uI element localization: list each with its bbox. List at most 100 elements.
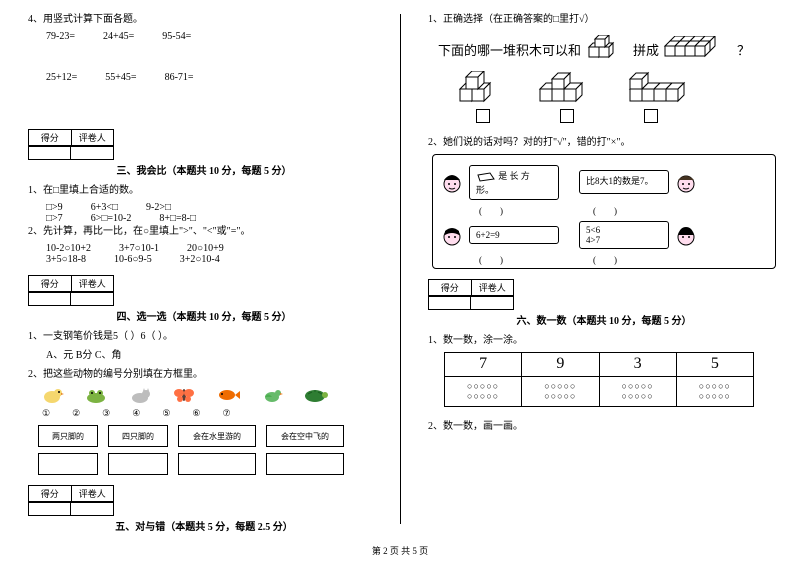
sec3-q2-r2: 3+5○18-8 10-6○9-5 3+2○10-4 bbox=[28, 254, 380, 265]
category-labels: 两只脚的 四只脚的 会在水里游的 会在空中飞的 bbox=[38, 425, 380, 447]
answer-box[interactable] bbox=[108, 453, 168, 475]
sec3-q1-r2: □>7 6>□=10-2 8+□=8-□ bbox=[28, 213, 380, 224]
paren-row: ( )( ) bbox=[479, 253, 769, 266]
sec4-q2: 2、把这些动物的编号分别填在方框里。 bbox=[28, 367, 380, 382]
sec6-title: 六、数一数（本题共 10 分，每题 5 分） bbox=[428, 312, 780, 327]
r-q2-title: 2、她们说的话对吗？对的打"√"，错的打"×"。 bbox=[428, 135, 780, 150]
cube-choice-icon bbox=[538, 71, 598, 105]
circles-cell[interactable]: ○○○○○○○○○○ bbox=[445, 376, 522, 406]
num: ⑤ bbox=[162, 408, 170, 419]
expr: 24+45= bbox=[103, 31, 134, 42]
chicken-icon bbox=[38, 386, 66, 404]
num: ① bbox=[42, 408, 50, 419]
num: ② bbox=[72, 408, 80, 419]
answer-boxes bbox=[38, 453, 380, 475]
cube-icon bbox=[585, 35, 629, 63]
cube-choice-icon bbox=[458, 71, 508, 105]
sec3-q2-title: 2、先计算，再比一比，在○里填上">"、"<"或"="。 bbox=[28, 224, 380, 239]
count-table: 7 9 3 5 ○○○○○○○○○○ ○○○○○○○○○○ ○○○○○○○○○○… bbox=[444, 352, 754, 407]
q4-row1: 79-23= 24+45= 95-54= bbox=[28, 31, 380, 42]
cube-question: 下面的哪一堆积木可以和 拼成 ？ bbox=[438, 35, 780, 63]
rect-shape-icon bbox=[476, 171, 496, 183]
label-box: 四只脚的 bbox=[108, 425, 168, 447]
sec6-q2: 2、数一数，画一画。 bbox=[428, 419, 780, 434]
score-label: 得分 bbox=[29, 276, 72, 291]
answer-box[interactable] bbox=[266, 453, 344, 475]
bubble-text: 是 长 方 bbox=[498, 171, 530, 181]
turtle-icon bbox=[302, 386, 330, 404]
sec4-q1-opts: A、元 B分 C、角 bbox=[28, 348, 380, 363]
label-box: 两只脚的 bbox=[38, 425, 98, 447]
page-footer: 第 2 页 共 5 页 bbox=[0, 540, 800, 557]
paren-row: ( )( ) bbox=[479, 204, 769, 217]
speech-bubble: 比8大1的数是7。 bbox=[579, 170, 669, 194]
grader-label: 评卷人 bbox=[72, 276, 114, 291]
expr: □>9 bbox=[46, 202, 63, 213]
animals-row bbox=[38, 386, 380, 404]
table-header: 5 bbox=[676, 352, 753, 376]
expr: 20○10+9 bbox=[187, 243, 224, 254]
score-box: 得分 评卷人 bbox=[428, 279, 514, 296]
expr: 3+2○10-4 bbox=[180, 254, 220, 265]
sec3-q1-title: 1、在□里填上合适的数。 bbox=[28, 183, 380, 198]
face-icon bbox=[439, 169, 465, 195]
answer-box[interactable] bbox=[178, 453, 256, 475]
text: ？ bbox=[737, 40, 750, 59]
grader-label: 评卷人 bbox=[72, 130, 114, 145]
speech-bubble: 是 长 方 形。 bbox=[469, 165, 559, 200]
expr: 79-23= bbox=[46, 31, 75, 42]
butterfly-icon bbox=[170, 386, 198, 404]
text: 下面的哪一堆积木可以和 bbox=[438, 40, 581, 59]
num: ③ bbox=[102, 408, 110, 419]
dialogue-box: 是 长 方 形。 比8大1的数是7。 ( )( ) 6+2=9 5<6 4>7 … bbox=[432, 154, 776, 269]
expr: □>7 bbox=[46, 213, 63, 224]
expr: 55+45= bbox=[105, 72, 136, 83]
animal-nums: ① ② ③ ④ ⑤ ⑥ ⑦ bbox=[42, 408, 380, 419]
num: ⑥ bbox=[192, 408, 200, 419]
score-box: 得分 评卷人 bbox=[28, 485, 114, 502]
q4-title: 4、用竖式计算下面各题。 bbox=[28, 12, 380, 27]
sec6-q1: 1、数一数，涂一涂。 bbox=[428, 333, 780, 348]
speech-bubble: 6+2=9 bbox=[469, 226, 559, 244]
cube-choice-icon bbox=[628, 71, 698, 105]
expr: 3+5○18-8 bbox=[46, 254, 86, 265]
num: ⑦ bbox=[222, 408, 230, 419]
bubble-text: 4>7 bbox=[586, 235, 600, 245]
table-header: 3 bbox=[599, 352, 676, 376]
cube-choices bbox=[458, 71, 780, 105]
checkbox[interactable] bbox=[476, 109, 490, 123]
fish-icon bbox=[214, 386, 242, 404]
sec3-q1-r1: □>9 6+3<□ 9-2>□ bbox=[28, 202, 380, 213]
cube-target-icon bbox=[663, 36, 733, 62]
expr: 9-2>□ bbox=[146, 202, 171, 213]
face-icon bbox=[439, 222, 465, 248]
expr: 6+3<□ bbox=[91, 202, 118, 213]
checkbox[interactable] bbox=[644, 109, 658, 123]
num: ④ bbox=[132, 408, 140, 419]
table-header: 7 bbox=[445, 352, 522, 376]
sec4-q1: 1、一支钢笔价钱是5（ ）6（ ）。 bbox=[28, 329, 380, 344]
circles-cell[interactable]: ○○○○○○○○○○ bbox=[676, 376, 753, 406]
expr: 3+7○10-1 bbox=[119, 243, 159, 254]
checkbox[interactable] bbox=[560, 109, 574, 123]
score-label: 得分 bbox=[29, 486, 72, 501]
label-box: 会在水里游的 bbox=[178, 425, 256, 447]
answer-box[interactable] bbox=[38, 453, 98, 475]
score-label: 得分 bbox=[29, 130, 72, 145]
expr: 10-2○10+2 bbox=[46, 243, 91, 254]
speech-bubble: 5<6 4>7 bbox=[579, 221, 669, 249]
face-icon bbox=[673, 222, 699, 248]
table-header: 9 bbox=[522, 352, 599, 376]
grader-label: 评卷人 bbox=[472, 280, 514, 295]
circles-cell[interactable]: ○○○○○○○○○○ bbox=[522, 376, 599, 406]
expr: 25+12= bbox=[46, 72, 77, 83]
bubble-text: 形。 bbox=[476, 185, 494, 195]
label-box: 会在空中飞的 bbox=[266, 425, 344, 447]
text: 拼成 bbox=[633, 40, 659, 59]
score-box: 得分 评卷人 bbox=[28, 129, 114, 146]
score-box: 得分 评卷人 bbox=[28, 275, 114, 292]
score-label: 得分 bbox=[429, 280, 472, 295]
circles-cell[interactable]: ○○○○○○○○○○ bbox=[599, 376, 676, 406]
frog-icon bbox=[82, 386, 110, 404]
r-q1-title: 1、正确选择（在正确答案的□里打√） bbox=[428, 12, 780, 27]
